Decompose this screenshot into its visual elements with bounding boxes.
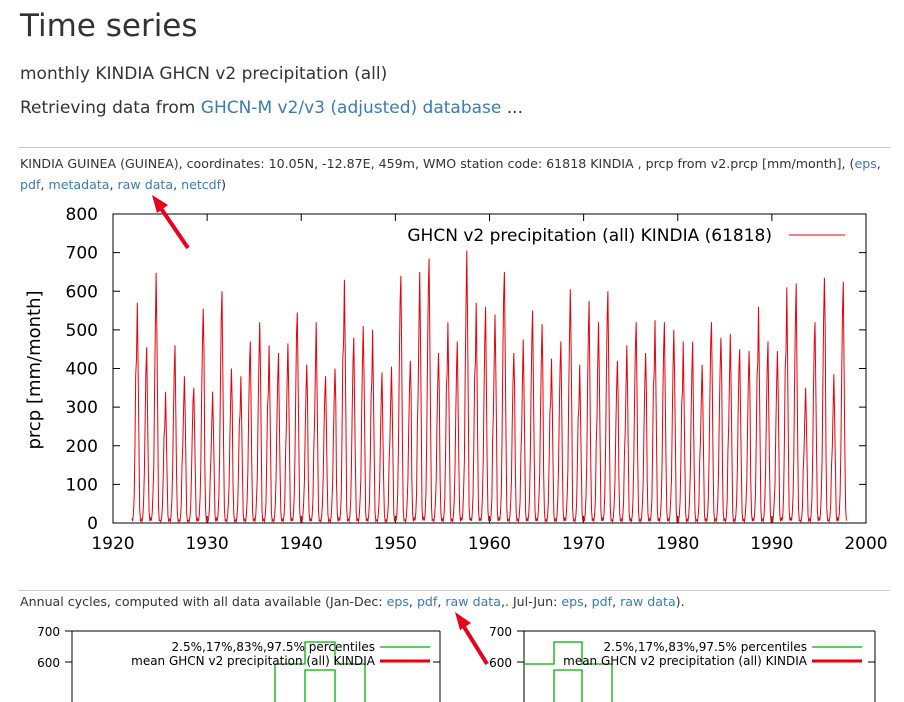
x-tick-label-1950: 1950 [374, 534, 417, 554]
netcdf-link[interactable]: netcdf [181, 177, 222, 192]
annual1-percentile-upper [274, 641, 366, 702]
precipitation-series-line [131, 250, 847, 524]
y-axis-label: prcp [mm/month] [24, 290, 45, 449]
retrieving-suffix: ... [501, 98, 523, 118]
metadata-link[interactable]: metadata [48, 177, 110, 192]
annual-jan-raw-data-link[interactable]: raw data [445, 594, 501, 609]
annual-mid: ,. Jul-Jun: [500, 594, 562, 609]
annual-jan-eps-link[interactable]: eps [386, 594, 409, 609]
x-tick-label-1960: 1960 [468, 534, 511, 554]
y-tick-label-800: 800 [66, 205, 98, 225]
y-tick-label-200: 200 [66, 437, 98, 457]
annual-jul-raw-data-link[interactable]: raw data [620, 594, 676, 609]
annual-suffix: ). [675, 594, 685, 609]
y-tick-label-500: 500 [66, 321, 98, 341]
annual2-legend-mean: mean GHCN v2 precipitation (all) KINDIA [563, 654, 808, 668]
annual1-legend-percentiles: 2.5%,17%,83%,97.5% percentiles [172, 640, 375, 654]
annual1-percentile-inner [304, 669, 336, 702]
y-tick-label-600: 600 [66, 282, 98, 302]
divider-top [18, 147, 890, 148]
annual-cycles-line: Annual cycles, computed with all data av… [20, 594, 685, 609]
y-tick-label-700: 700 [66, 244, 98, 264]
annual1-ytick-700: 700 [37, 625, 60, 639]
divider-annual [18, 590, 890, 591]
annual2-legend-percentiles: 2.5%,17%,83%,97.5% percentiles [604, 640, 807, 654]
annual-jan-pdf-link[interactable]: pdf [416, 594, 438, 609]
eps-link[interactable]: eps [854, 156, 877, 171]
y-tick-label-400: 400 [66, 360, 98, 380]
x-tick-label-1940: 1940 [280, 534, 323, 554]
x-tick-label-1990: 1990 [750, 534, 793, 554]
annual-cycle-chart-jan-dec: 700 600 2.5%,17%,83%,97.5% percentiles m… [37, 625, 441, 702]
annual-cycle-chart-jul-jun: 700 600 2.5%,17%,83%,97.5% percentiles m… [489, 625, 876, 702]
x-tick-label-1980: 1980 [656, 534, 699, 554]
y-tick-label-300: 300 [66, 398, 98, 418]
plot-frame [112, 213, 867, 524]
annual2-ytick-600: 600 [489, 656, 512, 670]
annual1-legend-mean: mean GHCN v2 precipitation (all) KINDIA [131, 654, 376, 668]
raw-data-link[interactable]: raw data [117, 177, 174, 192]
chart-legend-label: GHCN v2 precipitation (all) KINDIA (6181… [407, 226, 772, 246]
station-info-suffix: ) [221, 177, 227, 192]
station-info-text: KINDIA GUINEA (GUINEA), coordinates: 10.… [20, 156, 855, 171]
x-tick-label-1930: 1930 [185, 534, 228, 554]
annual-jul-pdf-link[interactable]: pdf [591, 594, 613, 609]
annual1-ytick-600: 600 [37, 656, 60, 670]
x-tick-label-2000: 2000 [844, 534, 887, 554]
y-tick-label-100: 100 [66, 475, 98, 495]
database-link[interactable]: GHCN-M v2/v3 (adjusted) database [200, 98, 502, 118]
pdf-link[interactable]: pdf [20, 177, 41, 192]
annual-jul-eps-link[interactable]: eps [561, 594, 584, 609]
page-title: Time series [20, 8, 198, 44]
x-tick-label-1970: 1970 [562, 534, 605, 554]
page-subtitle: monthly KINDIA GHCN v2 precipitation (al… [20, 64, 388, 84]
annual2-percentile-upper [524, 641, 613, 702]
station-info: KINDIA GUINEA (GUINEA), coordinates: 10.… [20, 156, 881, 192]
time-series-chart: 1920 1930 1940 1950 1960 1970 1980 1990 2000 0 100… [24, 205, 888, 554]
retrieving-prefix: Retrieving data from [20, 98, 201, 118]
x-tick-label-1920: 1920 [91, 534, 134, 554]
annual2-percentile-inner [553, 669, 583, 702]
y-tick-label-0: 0 [87, 514, 98, 534]
annual-prefix: Annual cycles, computed with all data av… [20, 594, 387, 609]
annual2-ytick-700: 700 [489, 625, 512, 639]
retrieving-line: Retrieving data from GHCN-M v2/v3 (adjus… [20, 98, 523, 118]
